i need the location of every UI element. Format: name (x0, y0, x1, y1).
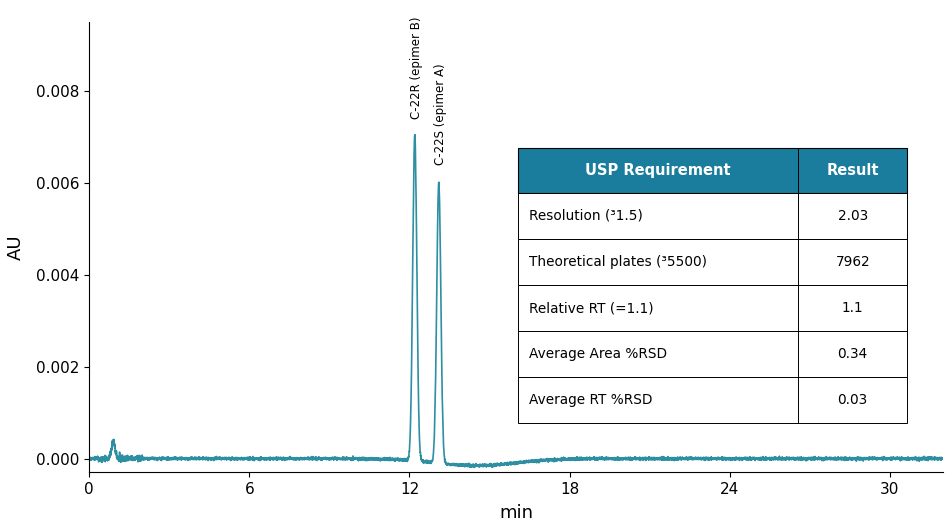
Text: USP Requirement: USP Requirement (585, 163, 731, 178)
Bar (518, 377, 907, 423)
Text: 1.1: 1.1 (842, 301, 864, 315)
Text: 0.34: 0.34 (838, 347, 868, 361)
Bar (518, 239, 907, 285)
Bar (518, 148, 907, 193)
X-axis label: min: min (499, 504, 533, 522)
Bar (518, 331, 907, 377)
Text: C-22S (epimer A): C-22S (epimer A) (433, 63, 446, 165)
Text: Result: Result (826, 163, 879, 178)
Text: 0.03: 0.03 (838, 393, 868, 407)
Text: Relative RT (=1.1): Relative RT (=1.1) (529, 301, 654, 315)
Text: Resolution (³1.5): Resolution (³1.5) (529, 209, 643, 223)
Text: Average RT %RSD: Average RT %RSD (529, 393, 653, 407)
Text: Theoretical plates (³5500): Theoretical plates (³5500) (529, 255, 708, 269)
Text: Average Area %RSD: Average Area %RSD (529, 347, 668, 361)
Text: 7962: 7962 (835, 255, 870, 269)
Y-axis label: AU: AU (7, 234, 25, 260)
Bar (518, 193, 907, 239)
Text: 2.03: 2.03 (838, 209, 868, 223)
Text: C-22R (epimer B): C-22R (epimer B) (409, 16, 423, 118)
Bar (518, 285, 907, 331)
